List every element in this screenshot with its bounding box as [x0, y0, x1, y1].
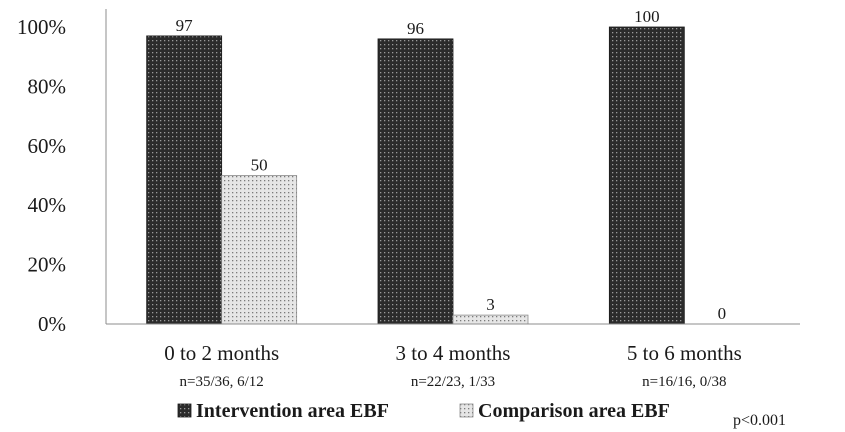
bar-comparison [452, 314, 529, 325]
x-category-label: 3 to 4 months [396, 341, 511, 365]
y-axis: 0% 20% 40% 60% 80% 100% [17, 9, 107, 336]
bar-intervention [608, 26, 685, 325]
x-category-sample-size: n=35/36, 6/12 [180, 374, 264, 390]
bar-intervention [146, 35, 223, 325]
x-category-sample-size: n=16/16, 0/38 [642, 374, 726, 390]
y-tick-label: 40% [28, 193, 67, 217]
bar-value-label: 3 [486, 295, 495, 314]
y-tick-label: 0% [38, 312, 66, 336]
bar-value-label: 97 [176, 16, 194, 35]
legend-label-intervention: Intervention area EBF [196, 400, 389, 422]
y-tick-label: 60% [28, 134, 67, 158]
legend: Intervention area EBF Comparison area EB… [177, 400, 670, 422]
bar-comparison [221, 175, 298, 325]
y-tick-label: 80% [28, 74, 67, 98]
y-tick-label: 100% [17, 15, 66, 39]
y-tick-label: 20% [28, 253, 67, 277]
bar-value-label: 96 [407, 19, 424, 38]
bar-value-label: 50 [251, 156, 268, 175]
legend-label-comparison: Comparison area EBF [478, 400, 670, 422]
legend-swatch-comparison [459, 403, 474, 418]
bar-value-label: 0 [718, 304, 727, 323]
p-value-annotation: p<0.001 [733, 412, 786, 429]
x-axis: 0 to 2 months n=35/36, 6/12 3 to 4 months n… [106, 323, 800, 390]
legend-swatch-intervention [177, 403, 192, 418]
bars [146, 26, 685, 325]
data-labels: 97 50 96 3 100 0 [176, 7, 726, 323]
bar-value-label: 100 [634, 7, 660, 26]
x-category-label: 5 to 6 months [627, 341, 742, 365]
bar-intervention [377, 38, 454, 325]
x-category-label: 0 to 2 months [164, 341, 279, 365]
x-category-sample-size: n=22/23, 1/33 [411, 374, 495, 390]
